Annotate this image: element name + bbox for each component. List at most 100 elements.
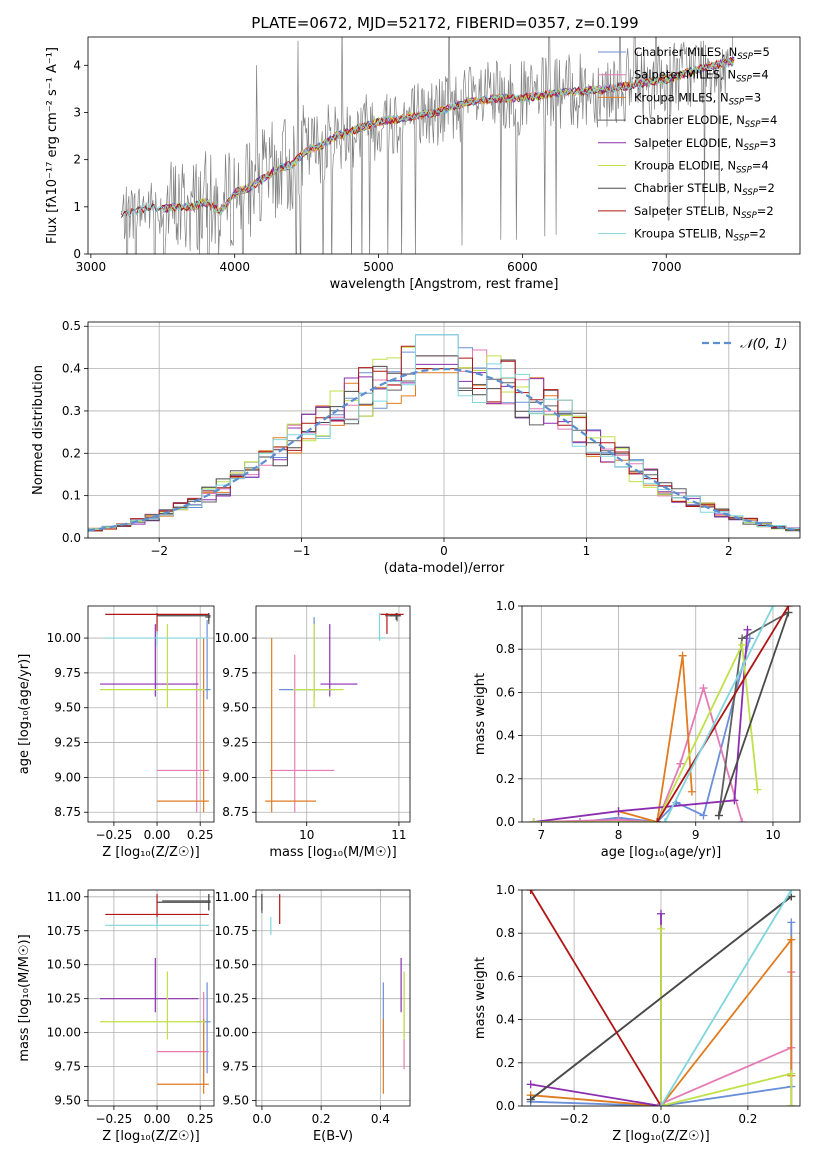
y-tick-label: 9.00	[222, 770, 249, 784]
errorbar-point-4	[320, 624, 358, 697]
y-tick-label: 11.00	[215, 890, 249, 904]
errorbar-point-2	[157, 638, 209, 813]
y-tick-label: 10.00	[215, 631, 249, 645]
y-tick-label: 9.50	[54, 1094, 81, 1108]
legend-model-name: Salpeter ELODIE	[634, 136, 728, 150]
legend: Chabrier MILES, NSSP=5 Salpeter MILES, NS…	[598, 45, 777, 244]
weight-marker	[743, 625, 752, 634]
y-tick-label: 8.75	[54, 805, 81, 819]
weight-line-6	[718, 612, 790, 816]
legend-nssp-value: =2	[757, 204, 774, 218]
weight-marker	[657, 1102, 665, 1106]
y-tick-label: 9.00	[54, 770, 81, 784]
x-tick-label: 5000	[363, 260, 394, 274]
x-axis-label: Z [log₁₀(Z/Z☉)]	[102, 845, 199, 860]
errorbar-point-5	[292, 624, 344, 708]
errorbar-point-1	[157, 991, 209, 1087]
x-tick-label: 2	[725, 544, 733, 558]
weight-marker	[699, 684, 708, 693]
y-tick-label: 10.25	[47, 992, 81, 1006]
panel-mass-vs-Z: −0.25 0.00 0.25 9.50 9.75 10.00 10.25 10.50 10.7…	[17, 889, 215, 1144]
weight-marker	[753, 785, 762, 794]
weight-marker	[575, 818, 584, 822]
legend-nssp-value: =4	[752, 68, 769, 82]
weight-line-2	[618, 655, 693, 822]
panel-weight-vs-Z: −0.2 0.0 0.2 0.0 0.2 0.4 0.6 0.8 1.0 Z [log₁₀(Z/Z…	[473, 883, 801, 1144]
x-tick-label: 1	[583, 544, 591, 558]
weight-marker	[784, 606, 793, 610]
y-tick-label: 10.50	[215, 958, 249, 972]
weight-marker	[657, 909, 665, 918]
weight-marker	[529, 818, 538, 822]
errorbar-point-5	[100, 624, 206, 708]
weight-line-4	[533, 629, 749, 822]
weight-marker	[738, 818, 747, 822]
y-tick-label: 8.75	[222, 805, 249, 819]
legend-nssp-symbol: N	[732, 204, 741, 218]
x-tick-label: 0.2	[312, 1112, 331, 1126]
legend-model-name: Chabrier STELIB	[634, 181, 726, 195]
legend-nssp-symbol: N	[725, 227, 734, 241]
legend-nssp-value: =4	[752, 159, 769, 173]
weight-line-4	[530, 913, 662, 1106]
errorbar-point-8	[377, 612, 386, 641]
plot-area	[88, 334, 800, 533]
y-tick-label: 0.4	[496, 1013, 515, 1027]
weight-marker	[653, 818, 662, 822]
x-tick-label: 7	[537, 828, 545, 842]
observed-spectrum	[120, 37, 734, 254]
plot-area	[100, 612, 211, 813]
legend-nssp-subscript: SSP	[736, 166, 752, 176]
axes-frame	[87, 321, 801, 539]
errorbar-point-4	[100, 624, 199, 697]
weight-marker	[660, 818, 669, 822]
y-tick-label: 10.50	[47, 958, 81, 972]
y-tick-label: 9.75	[222, 666, 249, 680]
legend-nssp-symbol: N	[727, 68, 736, 82]
y-tick-label: 1	[73, 200, 81, 214]
legend-label: 𝒩(0, 1)	[740, 337, 787, 352]
y-tick-label: 0.2	[496, 1056, 515, 1070]
axes-frame	[255, 605, 411, 823]
x-tick-label: 0.4	[371, 1112, 390, 1126]
y-tick-label: 0.2	[496, 772, 515, 786]
plot-area	[526, 890, 796, 1106]
weight-line-5	[533, 641, 759, 822]
y-tick-label: 10.25	[215, 992, 249, 1006]
legend-label: Salpeter STELIB, NSSP=2	[634, 204, 774, 221]
panel-weight-vs-age: 7 8 9 10 0.0 0.2 0.4 0.6 0.8 1.0 age [log₁₀(age/yr…	[473, 599, 801, 860]
y-axis-label: age [log₁₀(age/yr)]	[17, 654, 32, 775]
legend-label: Chabrier STELIB, NSSP=2	[634, 181, 775, 198]
errorbar-point-2	[157, 1019, 209, 1094]
x-tick-label: −0.2	[560, 1112, 589, 1126]
x-axis-label: mass [log₁₀(M/M☉)]	[269, 845, 396, 860]
axes-frame	[87, 889, 215, 1107]
panel-mass-vs-EBV: 0.0 0.2 0.4 9.50 9.75 10.00 10.25 10.50 10.75 11.…	[215, 889, 411, 1144]
y-tick-label: 0.3	[62, 404, 81, 418]
weight-line-0	[579, 638, 751, 822]
x-tick-label: −0.25	[95, 828, 132, 842]
x-tick-label: −2	[150, 544, 168, 558]
y-tick-label: 4	[73, 58, 81, 72]
legend-model-name: Salpeter STELIB	[634, 204, 725, 218]
x-tick-label: 10	[299, 828, 314, 842]
weight-marker	[787, 1069, 796, 1078]
y-tick-label: 1.0	[496, 599, 515, 613]
y-tick-label: 0.8	[496, 642, 515, 656]
weight-marker	[787, 890, 796, 894]
y-tick-label: 0.0	[496, 1099, 515, 1113]
axes-frame	[255, 889, 411, 1107]
legend-nssp-symbol: N	[734, 181, 743, 195]
axes-frame	[87, 36, 801, 255]
panel-age-vs-Z: −0.25 0.00 0.25 8.75 9.00 9.25 9.50 9.75 10.00 Z …	[17, 605, 215, 860]
legend-model-name: Kroupa STELIB	[634, 227, 718, 241]
weight-line-8	[660, 890, 793, 1106]
y-tick-label: 10.00	[215, 1026, 249, 1040]
x-tick-label: 6000	[507, 260, 538, 274]
legend-nssp-subscript: SSP	[742, 188, 758, 198]
x-tick-label: 4000	[219, 260, 250, 274]
y-tick-label: 10.00	[47, 631, 81, 645]
x-tick-label: 11	[391, 828, 406, 842]
x-tick-label: 0.00	[144, 828, 171, 842]
x-tick-label: 8	[615, 828, 623, 842]
